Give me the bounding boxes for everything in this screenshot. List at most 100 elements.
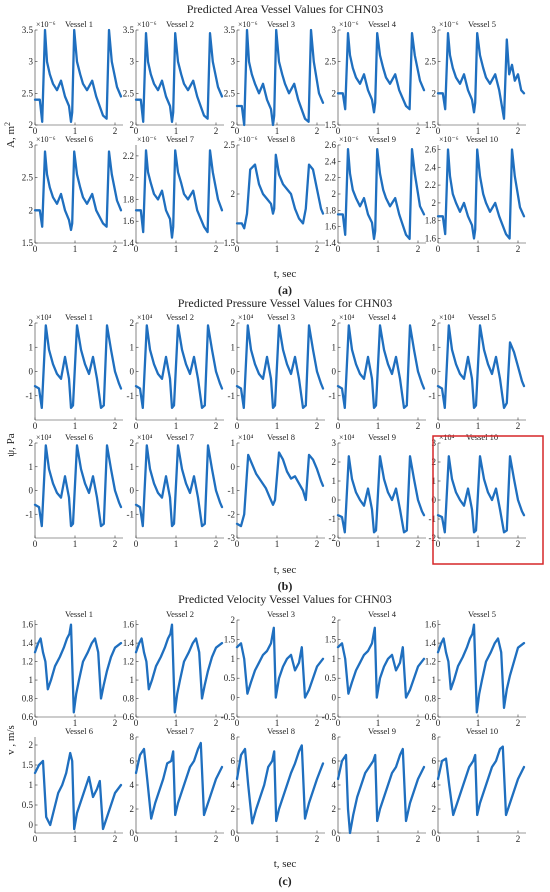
y-tick-label: 1.8: [325, 205, 337, 215]
y-tick-label: 6: [332, 756, 337, 766]
x-tick-label: 1: [376, 126, 381, 136]
y-tick-label: 0: [231, 693, 236, 703]
x-tick-label: 2: [315, 718, 320, 728]
vessel-label: Vessel 5: [468, 609, 496, 619]
x-tick-label: 1: [73, 718, 78, 728]
y-tick-label: -1: [228, 486, 236, 496]
y-tick-label: 0.5: [224, 673, 236, 683]
x-tick-label: 0: [134, 244, 139, 254]
series-line: [336, 147, 426, 241]
y-tick-label: 2: [29, 318, 34, 328]
y-tick-label: 1.6: [325, 222, 337, 232]
y-tick-label: -1: [26, 509, 34, 519]
panel-c-xlabel: t, sec: [274, 858, 297, 870]
x-tick-label: 2: [214, 834, 219, 844]
series-line: [336, 324, 426, 410]
x-tick-label: 0: [134, 126, 139, 136]
exponent-label: ×10⁴: [439, 313, 455, 322]
subplot-vessel-6: 1.5 2 2.5 3 0 1 2 ×10⁻⁶ Vessel 6: [22, 134, 123, 254]
subplot-vessel-10: 1.6 1.8 2 2.2 2.4 2.6 0 1 2 ×10⁻⁶ Vessel 10: [425, 134, 526, 254]
exponent-label: ×10⁻⁶: [439, 135, 459, 144]
x-tick-label: 2: [113, 834, 118, 844]
x-tick-label: 1: [476, 834, 481, 844]
x-tick-label: 0: [235, 244, 240, 254]
y-tick-label: 0.6: [425, 712, 437, 722]
y-tick-label: 1: [29, 675, 34, 685]
y-tick-label: 4: [130, 780, 135, 790]
x-tick-label: 0: [33, 718, 38, 728]
subplot-vessel-1: 0.6 0.8 1 1.2 1.4 1.6 0 1 2 Vessel 1: [22, 609, 123, 728]
exponent-label: ×10⁴: [339, 433, 355, 442]
panel-c-title: Predicted Velocity Vessel Values for CHN…: [178, 592, 392, 606]
panel-a-subplots: 22.533.50 1 2×10⁻⁶ Vessel 122.533.50 1 2×10⁻⁶…: [22, 19, 526, 254]
panel-c-subplots: 0.6 0.8 1 1.2 1.4 1.6 0 1 2 Vessel 1 0.6 0.8 1 1.2 1.4…: [22, 609, 526, 844]
subplot-vessel-10: 0 2 4 6 8 0 1 2 Vessel 10: [432, 726, 526, 844]
series-line: [33, 28, 123, 123]
subplot-vessel-2: 2 2.5 3 3.5 0 1 2 ×10⁻⁶ Vessel 2: [123, 19, 224, 136]
y-tick-label: 1: [29, 342, 34, 352]
vessel-label: Vessel 4: [368, 19, 397, 29]
y-tick-label: 0: [130, 367, 135, 377]
x-tick-label: 0: [134, 539, 139, 549]
y-tick-label: 2: [29, 120, 34, 130]
exponent-label: ×10⁴: [339, 313, 355, 322]
panel-a-xlabel: t, sec: [274, 268, 297, 280]
x-tick-label: 1: [174, 718, 179, 728]
x-tick-label: 0: [235, 421, 240, 431]
y-tick-label: 1.5: [325, 634, 337, 644]
series-line: [336, 747, 426, 835]
x-tick-label: 2: [516, 539, 521, 549]
y-tick-label: 0: [432, 367, 437, 377]
x-tick-label: 0: [436, 421, 441, 431]
vessel-label: Vessel 1: [65, 19, 93, 29]
y-tick-label: 0: [130, 828, 135, 838]
y-tick-label: 1.6: [425, 234, 437, 244]
y-tick-label: 2: [332, 615, 337, 625]
series-line: [33, 324, 123, 410]
exponent-label: ×10⁴: [439, 433, 455, 442]
y-tick-label: 0: [29, 486, 34, 496]
series-line: [436, 455, 526, 534]
x-tick-label: 0: [436, 539, 441, 549]
x-tick-label: 0: [336, 539, 341, 549]
y-tick-label: 0.8: [123, 694, 135, 704]
x-tick-label: 1: [476, 718, 481, 728]
vessel-label: Vessel 2: [166, 312, 194, 322]
y-tick-label: 0: [332, 828, 337, 838]
subplot-vessel-9: 0 2 4 6 8 0 1 2 Vessel 9: [332, 726, 426, 844]
exponent-label: ×10⁻⁶: [137, 135, 157, 144]
y-tick-label: 0: [332, 495, 337, 505]
x-tick-label: 2: [214, 718, 219, 728]
x-tick-label: 2: [416, 834, 421, 844]
y-tick-label: 2: [432, 198, 437, 208]
exponent-label: ×10⁻⁶: [439, 20, 459, 29]
y-tick-label: 2.6: [425, 144, 437, 154]
y-tick-label: 2.5: [425, 57, 437, 67]
y-tick-label: 3: [29, 140, 34, 150]
series-line: [134, 444, 224, 528]
vessel-label: Vessel 5: [468, 312, 496, 322]
vessel-label: Vessel 3: [267, 19, 295, 29]
y-tick-label: -0.5: [221, 712, 236, 722]
subplot-vessel-7: 0 2 4 6 8 0 1 2 Vessel 7: [130, 726, 224, 844]
subplot-vessel-5: 1.5 2 2.5 3 0 1 2 ×10⁻⁶ Vessel 5: [425, 19, 526, 136]
y-tick-label: 6: [231, 756, 236, 766]
exponent-label: ×10⁴: [36, 313, 52, 322]
series-line: [134, 623, 224, 714]
x-tick-label: 0: [235, 834, 240, 844]
x-tick-label: 0: [336, 244, 341, 254]
y-tick-label: 0: [130, 486, 135, 496]
x-tick-label: 1: [476, 421, 481, 431]
x-tick-label: 1: [376, 718, 381, 728]
series-line: [436, 32, 526, 120]
y-tick-label: 0: [231, 828, 236, 838]
subplot-vessel-8: 1.5 2 2.5 0 1 2 ×10⁻⁶ Vessel 8: [224, 134, 325, 254]
vessel-label: Vessel 4: [368, 609, 397, 619]
subplot-vessel-9: -2 -1 0 1 2 3 0 1 2 ×10⁴ Vessel 9: [329, 432, 426, 549]
vessel-label: Vessel 10: [466, 134, 498, 144]
y-tick-label: 3: [29, 57, 34, 67]
